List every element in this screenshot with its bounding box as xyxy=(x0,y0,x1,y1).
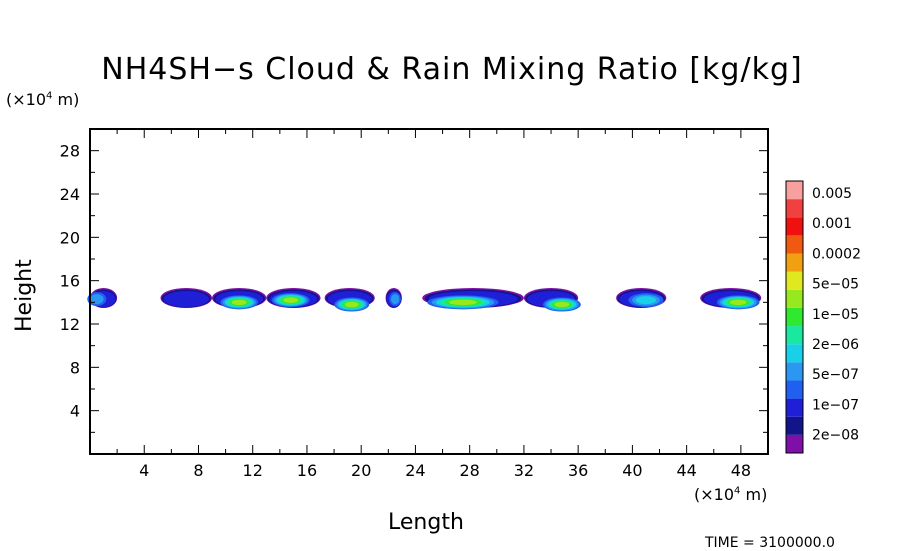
cloud-core-layer xyxy=(89,294,104,305)
cloud-cluster xyxy=(616,288,667,308)
colorbar-swatch xyxy=(786,199,803,218)
colorbar-label: 0.001 xyxy=(812,216,852,232)
x-unit-exponent: 4 xyxy=(734,485,741,497)
y-unit-exponent: 4 xyxy=(46,90,53,102)
colorbar-label: 0.0002 xyxy=(812,246,861,262)
y-axis-unit: (×104 m) xyxy=(6,90,79,109)
cloud-core-layer xyxy=(344,301,359,308)
y-tick-label: 16 xyxy=(60,272,80,291)
colorbar-swatch xyxy=(786,416,803,435)
x-tick-label: 4 xyxy=(139,461,149,480)
cloud-core-layer xyxy=(283,297,299,303)
cloud-cluster xyxy=(266,288,321,308)
cloud-cluster xyxy=(212,288,267,310)
cloud-core-layer xyxy=(391,294,400,305)
x-tick-label: 48 xyxy=(731,461,751,480)
colorbar-frame xyxy=(785,180,804,454)
colorbar-swatch xyxy=(786,344,803,363)
colorbar-swatch xyxy=(786,380,803,399)
colorbar-swatch xyxy=(786,289,803,308)
colorbar-label: 1e−05 xyxy=(812,307,859,323)
y-tick-label: 28 xyxy=(60,142,80,161)
cloud-cluster xyxy=(324,288,375,312)
x-tick-label: 16 xyxy=(297,461,317,480)
colorbar-swatch xyxy=(786,398,803,417)
x-tick-label: 8 xyxy=(193,461,203,480)
colorbar-label: 2e−08 xyxy=(812,428,859,444)
colorbar-label: 0.005 xyxy=(812,186,852,202)
x-tick-label: 36 xyxy=(568,461,588,480)
x-unit-prefix: (×10 xyxy=(694,485,735,504)
x-tick-label: 24 xyxy=(405,461,425,480)
cloud-core-layer xyxy=(448,299,477,306)
x-axis-label: Length xyxy=(388,510,464,535)
colorbar-swatch xyxy=(786,307,803,327)
x-tick-label: 12 xyxy=(243,461,263,480)
y-unit-suffix: m) xyxy=(52,90,80,109)
y-tick-label: 4 xyxy=(70,402,80,421)
cloud-cluster xyxy=(87,288,118,308)
colorbar-swatch xyxy=(786,434,803,453)
x-tick-label: 40 xyxy=(622,461,642,480)
colorbar-swatch xyxy=(786,235,803,254)
cloud-core-layer xyxy=(729,299,747,306)
colorbar-label: 5e−07 xyxy=(812,367,859,383)
cloud-cluster xyxy=(422,288,524,310)
cloud-core-layer xyxy=(231,299,247,306)
y-tick-label: 8 xyxy=(70,358,80,377)
cloud-cluster xyxy=(160,288,213,308)
cloud-core-layer xyxy=(554,301,570,308)
x-tick-label: 20 xyxy=(351,461,371,480)
colorbar-label: 2e−06 xyxy=(812,337,859,353)
x-tick-label: 32 xyxy=(514,461,534,480)
colorbar-swatch xyxy=(786,362,803,381)
colorbar: 0.005 0.001 0.0002 5e−05 1e−05 2e−06 5e−07 1e−0… xyxy=(785,180,861,454)
cloud-core-layer xyxy=(635,296,657,305)
x-tick-label: 28 xyxy=(460,461,480,480)
cloud-cluster xyxy=(700,288,762,310)
plot-frame xyxy=(89,128,769,455)
colorbar-swatch xyxy=(786,271,803,290)
y-tick-label: 20 xyxy=(60,228,80,247)
colorbar-swatch xyxy=(786,181,803,200)
colorbar-label: 1e−07 xyxy=(812,397,859,413)
colorbar-swatch xyxy=(786,217,803,236)
x-tick-label: 44 xyxy=(676,461,696,480)
cloud-field xyxy=(87,288,762,312)
colorbar-swatch xyxy=(786,253,803,272)
y-tick-label: 24 xyxy=(60,185,80,204)
colorbar-swatch xyxy=(786,326,803,345)
y-tick-label: 12 xyxy=(60,315,80,334)
cloud-layer xyxy=(163,291,209,307)
x-axis-unit: (×104 m) xyxy=(694,485,767,504)
x-unit-suffix: m) xyxy=(740,485,768,504)
y-unit-prefix: (×10 xyxy=(6,90,47,109)
cloud-cluster xyxy=(385,288,402,308)
chart-title: NH4SH−s Cloud & Rain Mixing Ratio [kg/kg… xyxy=(101,52,803,87)
colorbar-label: 5e−05 xyxy=(812,277,859,293)
cloud-cluster xyxy=(523,288,581,312)
